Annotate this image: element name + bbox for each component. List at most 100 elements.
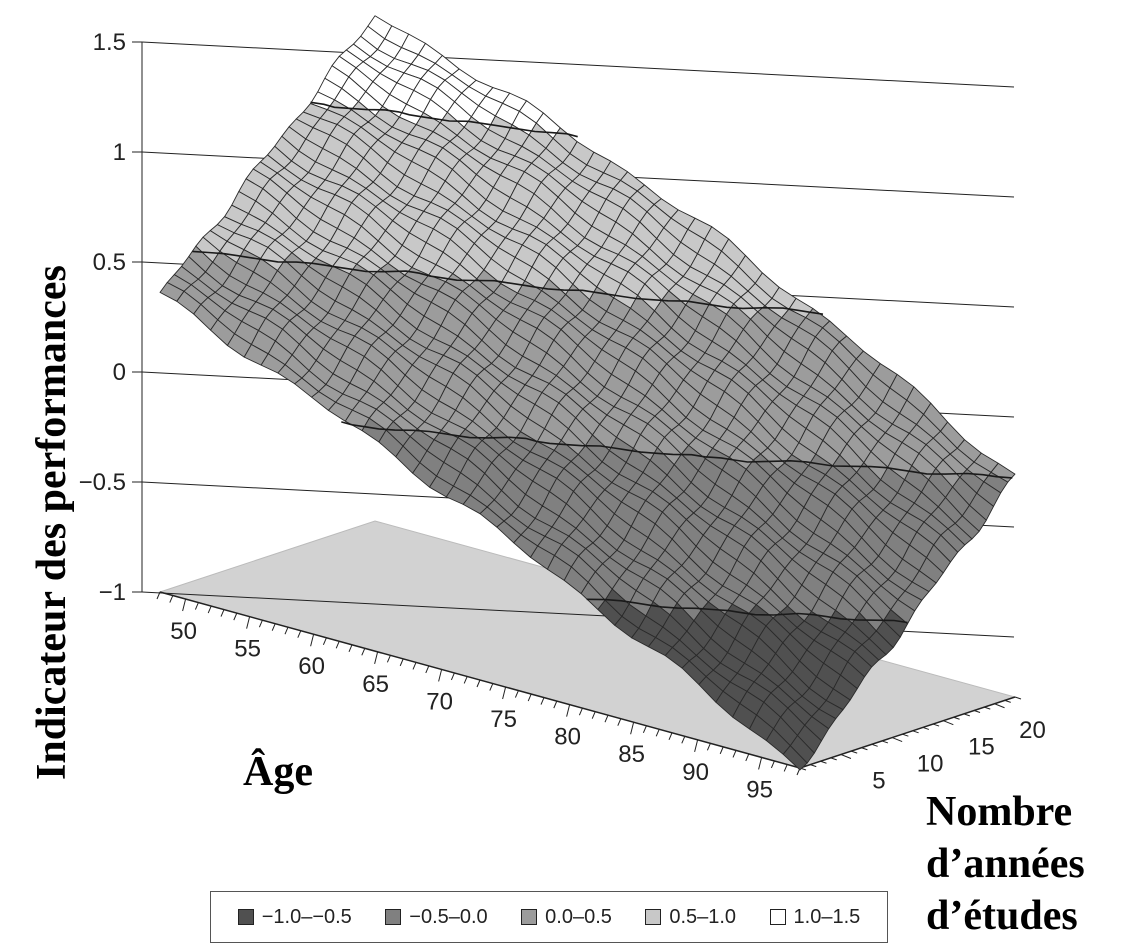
- y-tick: [994, 703, 1005, 709]
- x-tick: [770, 760, 775, 769]
- y-axis-line: [799, 696, 1016, 769]
- y-tick-label: 20: [1019, 717, 1046, 744]
- y-tick-label: 5: [872, 767, 885, 794]
- x-tick: [604, 715, 609, 723]
- x-tick: [310, 634, 315, 647]
- z-tick-label: −0.5: [79, 469, 126, 496]
- x-tick-label: 50: [170, 618, 197, 645]
- x-tick: [668, 732, 673, 740]
- y-tick: [840, 754, 852, 759]
- y-tick: [820, 760, 827, 764]
- x-tick: [412, 662, 417, 670]
- x-tick-label: 65: [362, 671, 389, 698]
- x-tick-label: 70: [426, 688, 453, 715]
- x-tick: [617, 718, 622, 726]
- y-tick: [830, 757, 837, 761]
- x-tick: [399, 658, 404, 667]
- contour-line: [310, 101, 578, 138]
- x-tick: [630, 722, 635, 735]
- legend-swatch: [237, 909, 254, 925]
- x-tick: [386, 655, 391, 663]
- legend-item: 0.0–0.5: [521, 906, 612, 929]
- x-tick: [233, 612, 238, 621]
- x-tick: [732, 750, 737, 758]
- y-tick: [984, 706, 991, 710]
- contour-line: [341, 421, 1013, 479]
- legend-label: −0.5–0.0: [409, 905, 488, 928]
- x-tick: [527, 693, 532, 702]
- x-tick: [284, 627, 289, 635]
- y-tick: [881, 740, 889, 744]
- y-tick-label: 15: [968, 734, 995, 761]
- x-tick: [297, 630, 302, 638]
- x-tick: [489, 683, 494, 691]
- x-tick: [758, 757, 763, 770]
- x-tick: [540, 697, 545, 705]
- legend-swatch: [385, 909, 402, 925]
- legend-swatch: [521, 909, 538, 925]
- legend-item: −1.0–−0.5: [237, 905, 352, 929]
- x-axis-title: Âge: [243, 749, 313, 795]
- legend-swatch: [769, 909, 786, 925]
- x-tick: [502, 686, 507, 700]
- z-axis-title: Indicateur des performances: [29, 265, 75, 780]
- contour-line: [586, 598, 908, 624]
- legend: −1.0–−0.5 −0.5–0.0 0.0–0.5 0.5–1.0 1.0–1…: [210, 891, 888, 943]
- legend-item: 0.5–1.0: [645, 906, 736, 929]
- x-tick: [566, 704, 571, 717]
- y-axis-title-line-3: d’études: [926, 893, 1078, 939]
- x-tick: [246, 616, 251, 629]
- y-tick: [943, 720, 954, 726]
- x-tick: [719, 746, 724, 755]
- y-axis-title-line-1: Nombre: [926, 789, 1073, 835]
- y-tick: [810, 764, 817, 768]
- x-tick: [361, 648, 366, 656]
- x-tick: [553, 700, 558, 709]
- x-tick: [322, 637, 327, 645]
- tick-labels: 1.5 1 0.5 0 −0.5 −1 50 55 60 65 70 75 80 85 90 95 5 10 15 2…: [79, 29, 1046, 803]
- z-tick-label: 1.5: [93, 29, 126, 56]
- x-tick: [745, 753, 750, 762]
- y-axis-title: Nombre d’années d’études: [926, 786, 1085, 942]
- y-tick: [871, 743, 878, 747]
- x-tick-label: 80: [554, 724, 581, 751]
- x-tick-label: 85: [618, 741, 645, 768]
- y-tick: [922, 726, 930, 730]
- legend-item: −0.5–0.0: [385, 905, 488, 929]
- x-tick: [220, 609, 225, 617]
- x-tick: [463, 676, 468, 684]
- y-tick: [861, 747, 868, 751]
- x-tick: [450, 672, 455, 681]
- x-tick-label: 95: [746, 776, 773, 803]
- surface-cell: [782, 745, 808, 771]
- y-tick: [932, 723, 940, 727]
- x-tick: [591, 711, 596, 719]
- axes: [132, 41, 1022, 776]
- x-tick: [706, 743, 711, 751]
- legend-label: 1.0–1.5: [793, 905, 861, 928]
- y-tick: [973, 710, 981, 713]
- x-tick: [348, 644, 353, 652]
- legend-item: 1.0–1.5: [769, 905, 861, 929]
- legend-label: −1.0–−0.5: [261, 905, 352, 928]
- surface-mesh: [159, 15, 1016, 771]
- x-tick-label: 90: [682, 759, 709, 786]
- z-tick-label: 0: [113, 359, 126, 386]
- x-tick: [681, 736, 686, 744]
- x-tick: [578, 707, 583, 716]
- z-tick-label: 0.5: [93, 249, 126, 276]
- legend-label: 0.0–0.5: [545, 905, 612, 928]
- y-axis-title-line-2: d’années: [926, 841, 1085, 887]
- z-tick-label: −1: [99, 579, 126, 606]
- x-tick: [642, 725, 647, 733]
- z-tick-label: 1: [113, 139, 126, 166]
- y-tick: [953, 716, 960, 720]
- x-tick: [207, 605, 212, 614]
- y-tick: [1004, 699, 1011, 703]
- x-tick-label: 55: [234, 636, 261, 663]
- x-tick: [271, 623, 276, 631]
- x-tick: [514, 690, 519, 698]
- x-tick: [335, 641, 340, 649]
- x-tick: [694, 739, 699, 752]
- x-tick: [258, 619, 263, 628]
